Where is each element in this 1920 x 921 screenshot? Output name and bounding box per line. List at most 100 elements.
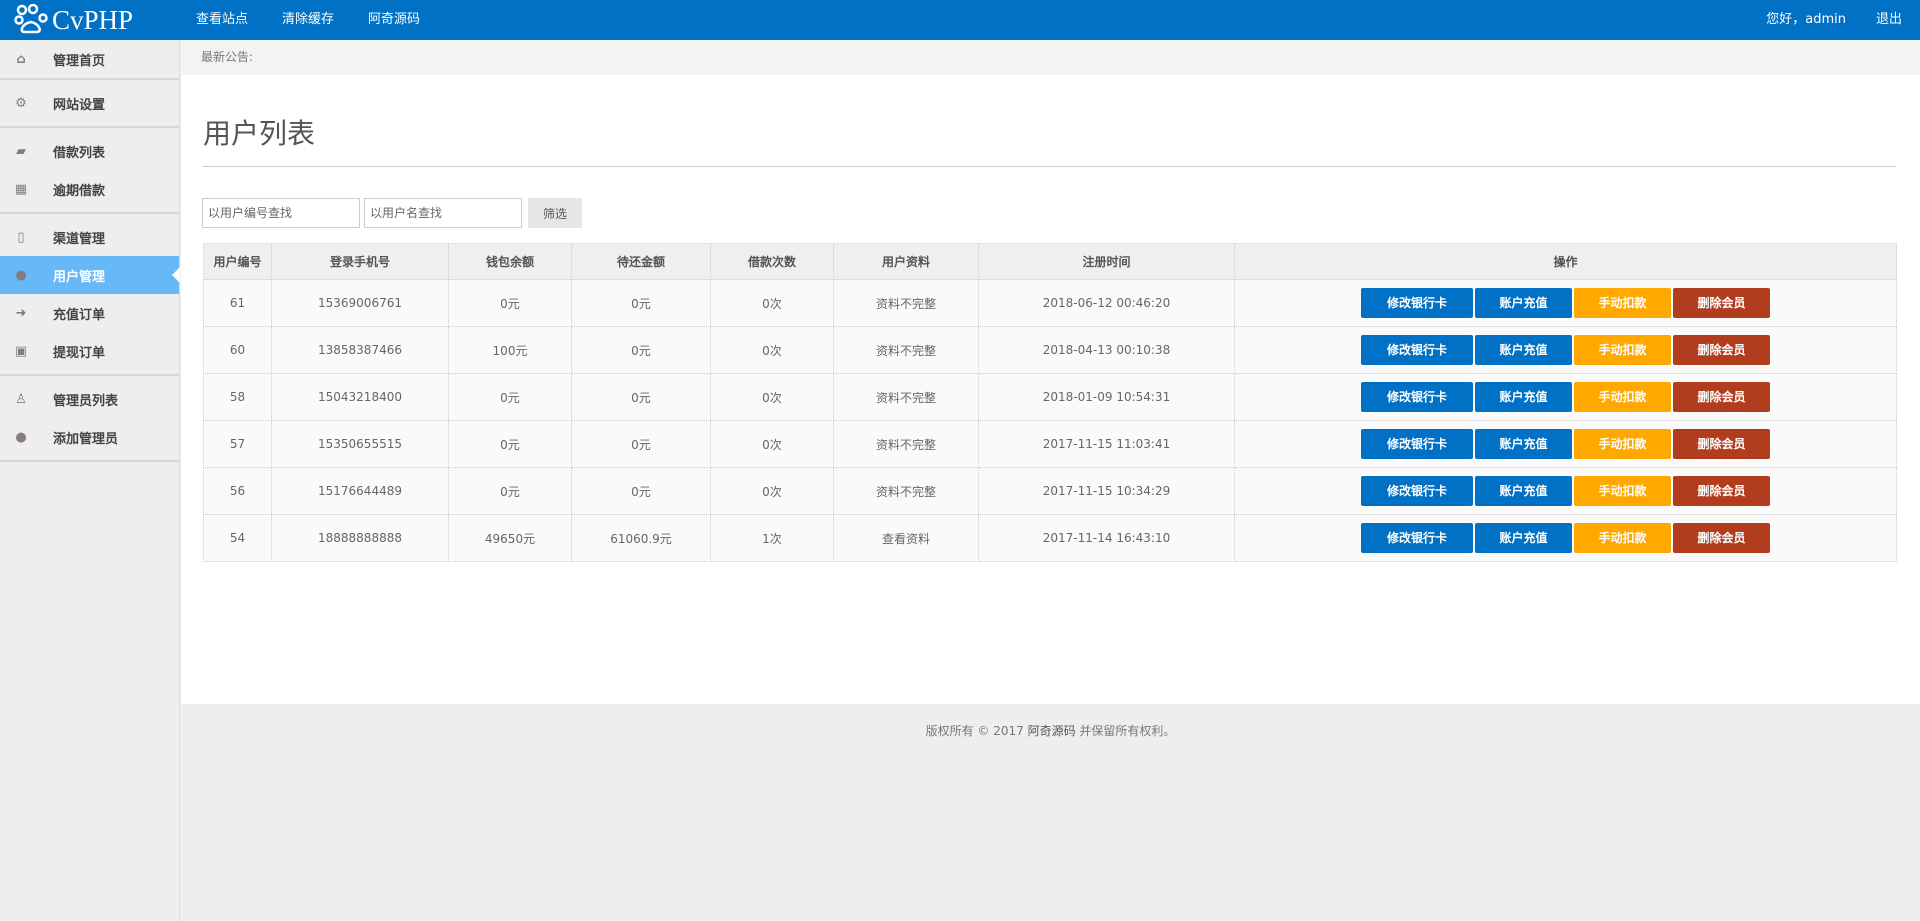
username-search-input[interactable]	[364, 198, 522, 228]
sidebar-item[interactable]: ▯ 渠道管理	[0, 218, 179, 256]
column-header: 钱包余额	[448, 243, 572, 280]
recharge-button[interactable]: 账户充值	[1475, 382, 1572, 412]
table-cell: 61	[203, 279, 272, 327]
delete-member-button[interactable]: 删除会员	[1673, 335, 1770, 365]
sidebar-item[interactable]: ● 用户管理	[0, 256, 180, 294]
manual-deduct-button[interactable]: 手动扣款	[1574, 288, 1671, 318]
table-cell: 56	[203, 467, 272, 515]
recharge-button[interactable]: 账户充值	[1475, 523, 1572, 553]
recharge-button[interactable]: 账户充值	[1475, 288, 1572, 318]
table-cell: 15369006761	[271, 279, 449, 327]
actions-cell: 修改银行卡 账户充值 手动扣款 删除会员	[1234, 326, 1897, 374]
table-cell: 0元	[571, 326, 711, 374]
table-cell: 15176644489	[271, 467, 449, 515]
table-cell[interactable]: 资料不完整	[833, 467, 979, 515]
manual-deduct-button[interactable]: 手动扣款	[1574, 476, 1671, 506]
table-cell[interactable]: 资料不完整	[833, 326, 979, 374]
table-row: 54 18888888888 49650元 61060.9元 1次 查看资料 2017-11…	[203, 514, 1897, 562]
nav-clear-cache[interactable]: 清除缓存	[282, 12, 335, 27]
recharge-button[interactable]: 账户充值	[1475, 429, 1572, 459]
edit-bank-card-button[interactable]: 修改银行卡	[1361, 523, 1473, 553]
table-cell: 18888888888	[271, 514, 449, 562]
sidebar-item[interactable]: ⌂ 管理首页	[0, 40, 179, 78]
delete-member-button[interactable]: 删除会员	[1673, 288, 1770, 318]
actions-cell: 修改银行卡 账户充值 手动扣款 删除会员	[1234, 279, 1897, 327]
table-cell: 0次	[710, 326, 834, 374]
table-row: 57 15350655515 0元 0元 0次 资料不完整 2017-11-15 11:03…	[203, 420, 1897, 468]
manual-deduct-button[interactable]: 手动扣款	[1574, 523, 1671, 553]
delete-member-button[interactable]: 删除会员	[1673, 429, 1770, 459]
manual-deduct-button[interactable]: 手动扣款	[1574, 335, 1671, 365]
table-cell: 49650元	[448, 514, 572, 562]
table-cell[interactable]: 资料不完整	[833, 420, 979, 468]
table-cell: 0元	[448, 467, 572, 515]
sidebar: ⌂ 管理首页 ⚙ 网站设置 ▰ 借款列表 ▦ 逾期借款 ▯ 渠道管理 ● 用户管理 ➜ 充值订单 ▣ 提现订单…	[0, 40, 180, 921]
sidebar-item[interactable]: ▦ 逾期借款	[0, 170, 179, 208]
nav-aqi-source[interactable]: 阿奇源码	[368, 12, 421, 27]
delete-member-button[interactable]: 删除会员	[1673, 382, 1770, 412]
sidebar-group: ⚙ 网站设置	[0, 80, 179, 128]
column-header: 登录手机号	[271, 243, 449, 280]
table-cell: 2017-11-15 11:03:41	[978, 420, 1235, 468]
bookmark-icon: ▯	[17, 229, 25, 245]
table-cell: 15350655515	[271, 420, 449, 468]
user-id-search-input[interactable]	[202, 198, 360, 228]
sidebar-item-label: 管理员列表	[53, 393, 119, 409]
table-cell: 0元	[571, 420, 711, 468]
actions-cell: 修改银行卡 账户充值 手动扣款 删除会员	[1234, 514, 1897, 562]
nav-view-site[interactable]: 查看站点	[196, 12, 249, 27]
delete-member-button[interactable]: 删除会员	[1673, 476, 1770, 506]
table-row: 61 15369006761 0元 0元 0次 资料不完整 2018-06-12 00:46…	[203, 279, 1897, 327]
table-cell: 1次	[710, 514, 834, 562]
footer-copyright: 版权所有 © 2017	[925, 724, 1028, 738]
edit-bank-card-button[interactable]: 修改银行卡	[1361, 335, 1473, 365]
table-cell: 2018-04-13 00:10:38	[978, 326, 1235, 374]
edit-bank-card-button[interactable]: 修改银行卡	[1361, 429, 1473, 459]
table-cell[interactable]: 资料不完整	[833, 373, 979, 421]
recharge-button[interactable]: 账户充值	[1475, 476, 1572, 506]
user-greeting[interactable]: 您好，admin	[1766, 12, 1846, 27]
table-cell: 0元	[571, 373, 711, 421]
filter-button[interactable]: 筛选	[528, 198, 582, 228]
sidebar-item[interactable]: ▰ 借款列表	[0, 132, 179, 170]
book-icon: ▰	[16, 143, 26, 159]
table-row: 56 15176644489 0元 0元 0次 资料不完整 2017-11-15 10:34…	[203, 467, 1897, 515]
main-content: 最新公告: 用户列表 筛选 用户编号登录手机号钱包余额待还金额借款次数用户资料注…	[181, 40, 1920, 704]
footer-link[interactable]: 阿奇源码	[1027, 724, 1076, 738]
table-cell[interactable]: 查看资料	[833, 514, 979, 562]
sidebar-item[interactable]: ▣ 提现订单	[0, 332, 179, 370]
sidebar-item[interactable]: ⚙ 网站设置	[0, 84, 179, 122]
sidebar-item-label: 添加管理员	[53, 431, 119, 447]
column-header: 用户资料	[833, 243, 979, 280]
user-icon: ●	[15, 429, 27, 445]
table-cell: 2017-11-14 16:43:10	[978, 514, 1235, 562]
table-cell: 0元	[571, 279, 711, 327]
top-bar: CvPHP 查看站点 清除缓存 阿奇源码 您好，admin 退出	[0, 0, 1920, 40]
manual-deduct-button[interactable]: 手动扣款	[1574, 429, 1671, 459]
table-cell: 57	[203, 420, 272, 468]
recharge-button[interactable]: 账户充值	[1475, 335, 1572, 365]
search-bar: 筛选	[202, 198, 582, 228]
actions-cell: 修改银行卡 账户充值 手动扣款 删除会员	[1234, 373, 1897, 421]
logo-text: CvPHP	[52, 4, 134, 35]
edit-bank-card-button[interactable]: 修改银行卡	[1361, 476, 1473, 506]
logout-link[interactable]: 退出	[1875, 12, 1902, 27]
logo[interactable]: CvPHP	[14, 4, 133, 36]
table-cell: 58	[203, 373, 272, 421]
edit-bank-card-button[interactable]: 修改银行卡	[1361, 288, 1473, 318]
sidebar-item-label: 逾期借款	[53, 183, 106, 199]
sidebar-item-label: 用户管理	[53, 269, 106, 285]
footer: 版权所有 © 2017 阿奇源码 并保留所有权利。	[181, 722, 1920, 739]
sidebar-item[interactable]: ♙ 管理员列表	[0, 380, 179, 418]
delete-member-button[interactable]: 删除会员	[1673, 523, 1770, 553]
edit-bank-card-button[interactable]: 修改银行卡	[1361, 382, 1473, 412]
table-icon: ▦	[14, 181, 28, 197]
sidebar-group: ♙ 管理员列表 ● 添加管理员	[0, 376, 179, 462]
actions-cell: 修改银行卡 账户充值 手动扣款 删除会员	[1234, 420, 1897, 468]
gear-icon: ⚙	[15, 95, 27, 111]
manual-deduct-button[interactable]: 手动扣款	[1574, 382, 1671, 412]
sidebar-item[interactable]: ➜ 充值订单	[0, 294, 179, 332]
sidebar-item[interactable]: ● 添加管理员	[0, 418, 179, 456]
table-cell: 0元	[448, 279, 572, 327]
table-cell[interactable]: 资料不完整	[833, 279, 979, 327]
